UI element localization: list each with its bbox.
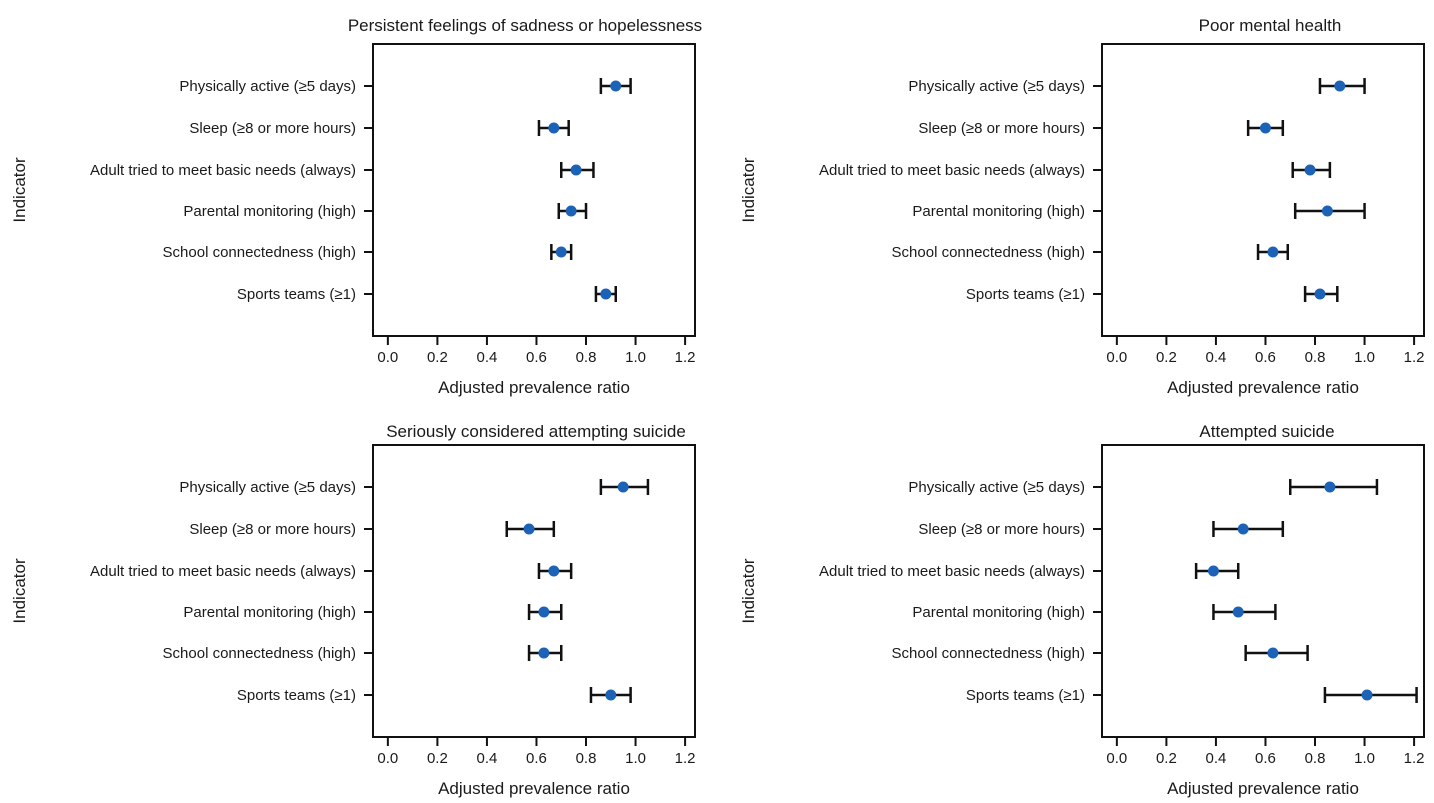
data-point xyxy=(1267,246,1279,258)
category-label: School connectedness (high) xyxy=(163,645,356,662)
data-point xyxy=(1267,647,1279,659)
x-tick-label: 1.2 xyxy=(1404,349,1425,366)
x-tick-label: 1.2 xyxy=(1404,750,1425,767)
category-label: Sleep (≥8 or more hours) xyxy=(918,521,1085,538)
x-tick-label: 0.2 xyxy=(427,349,448,366)
x-axis-label: Adjusted prevalence ratio xyxy=(438,378,630,397)
data-point xyxy=(548,565,560,577)
data-point xyxy=(1207,565,1219,577)
data-point xyxy=(570,164,582,176)
y-axis-label: Indicator xyxy=(739,558,758,624)
data-point xyxy=(538,606,550,618)
category-label: Sports teams (≥1) xyxy=(237,687,356,704)
data-point xyxy=(1232,606,1244,618)
x-tick-label: 0.0 xyxy=(377,750,398,767)
x-axis-label: Adjusted prevalence ratio xyxy=(1167,378,1359,397)
category-label: Sleep (≥8 or more hours) xyxy=(189,521,356,538)
category-label: Parental monitoring (high) xyxy=(183,604,356,621)
x-tick-label: 0.0 xyxy=(1106,750,1127,767)
x-axis-label: Adjusted prevalence ratio xyxy=(1167,779,1359,798)
chart-title: Persistent feelings of sadness or hopele… xyxy=(348,16,702,35)
chart-title: Seriously considered attempting suicide xyxy=(386,422,686,441)
data-point xyxy=(600,288,612,300)
y-axis-label: Indicator xyxy=(10,157,29,223)
x-tick-label: 1.0 xyxy=(1354,750,1375,767)
data-point xyxy=(523,523,535,535)
plot-frame xyxy=(1101,43,1425,337)
x-tick-label: 0.6 xyxy=(1255,750,1276,767)
category-label: Sleep (≥8 or more hours) xyxy=(918,120,1085,137)
data-point xyxy=(1361,689,1373,701)
category-label: Sports teams (≥1) xyxy=(237,286,356,303)
x-tick-label: 0.6 xyxy=(1255,349,1276,366)
category-label: Parental monitoring (high) xyxy=(912,203,1085,220)
category-label: School connectedness (high) xyxy=(163,244,356,261)
data-point xyxy=(1334,80,1346,92)
data-point xyxy=(605,689,617,701)
category-label: Adult tried to meet basic needs (always) xyxy=(90,563,356,580)
data-point xyxy=(1314,288,1326,300)
x-tick-label: 0.8 xyxy=(576,750,597,767)
x-axis-label: Adjusted prevalence ratio xyxy=(438,779,630,798)
y-axis-label: Indicator xyxy=(10,558,29,624)
category-label: Physically active (≥5 days) xyxy=(179,78,356,95)
x-tick-label: 0.8 xyxy=(576,349,597,366)
data-point xyxy=(1259,122,1271,134)
chart-title: Poor mental health xyxy=(1199,16,1342,35)
category-label: Sleep (≥8 or more hours) xyxy=(189,120,356,137)
data-point xyxy=(538,647,550,659)
x-tick-label: 1.2 xyxy=(675,349,696,366)
category-label: Physically active (≥5 days) xyxy=(179,479,356,496)
x-tick-label: 1.2 xyxy=(675,750,696,767)
category-label: School connectedness (high) xyxy=(892,645,1085,662)
x-tick-label: 0.0 xyxy=(1106,349,1127,366)
category-label: Physically active (≥5 days) xyxy=(908,479,1085,496)
x-tick-label: 1.0 xyxy=(625,750,646,767)
data-point xyxy=(1237,523,1249,535)
x-tick-label: 0.6 xyxy=(526,750,547,767)
data-point xyxy=(565,205,577,217)
data-point xyxy=(1304,164,1316,176)
category-label: Sports teams (≥1) xyxy=(966,687,1085,704)
x-tick-label: 0.4 xyxy=(477,349,498,366)
x-tick-label: 0.4 xyxy=(1206,349,1227,366)
x-tick-label: 0.2 xyxy=(427,750,448,767)
x-tick-label: 0.2 xyxy=(1156,349,1177,366)
x-tick-label: 1.0 xyxy=(1354,349,1375,366)
data-point xyxy=(548,122,560,134)
chart-panel: Poor mental health Indicator Physically ac… xyxy=(739,16,1425,397)
chart-title: Attempted suicide xyxy=(1199,422,1334,441)
plot-frame xyxy=(1101,444,1425,738)
x-tick-label: 0.2 xyxy=(1156,750,1177,767)
category-label: Parental monitoring (high) xyxy=(912,604,1085,621)
x-tick-label: 1.0 xyxy=(625,349,646,366)
chart-panel: Attempted suicide Indicator Physically act… xyxy=(739,422,1425,798)
category-label: Adult tried to meet basic needs (always) xyxy=(90,162,356,179)
category-label: Adult tried to meet basic needs (always) xyxy=(819,162,1085,179)
plot-frame xyxy=(372,444,696,738)
x-tick-label: 0.8 xyxy=(1305,349,1326,366)
category-label: Physically active (≥5 days) xyxy=(908,78,1085,95)
x-tick-label: 0.0 xyxy=(377,349,398,366)
y-axis-label: Indicator xyxy=(739,157,758,223)
data-point xyxy=(1324,481,1336,493)
data-point xyxy=(1321,205,1333,217)
chart-panel: Seriously considered attempting suicide I… xyxy=(10,422,696,798)
category-label: School connectedness (high) xyxy=(892,244,1085,261)
chart-panel: Persistent feelings of sadness or hopele… xyxy=(10,16,702,397)
x-tick-label: 0.4 xyxy=(477,750,498,767)
category-label: Sports teams (≥1) xyxy=(966,286,1085,303)
x-tick-label: 0.6 xyxy=(526,349,547,366)
data-point xyxy=(555,246,567,258)
data-point xyxy=(617,481,629,493)
data-point xyxy=(610,80,622,92)
x-tick-label: 0.8 xyxy=(1305,750,1326,767)
category-label: Adult tried to meet basic needs (always) xyxy=(819,563,1085,580)
x-tick-label: 0.4 xyxy=(1206,750,1227,767)
category-label: Parental monitoring (high) xyxy=(183,203,356,220)
plot-frame xyxy=(372,43,696,337)
